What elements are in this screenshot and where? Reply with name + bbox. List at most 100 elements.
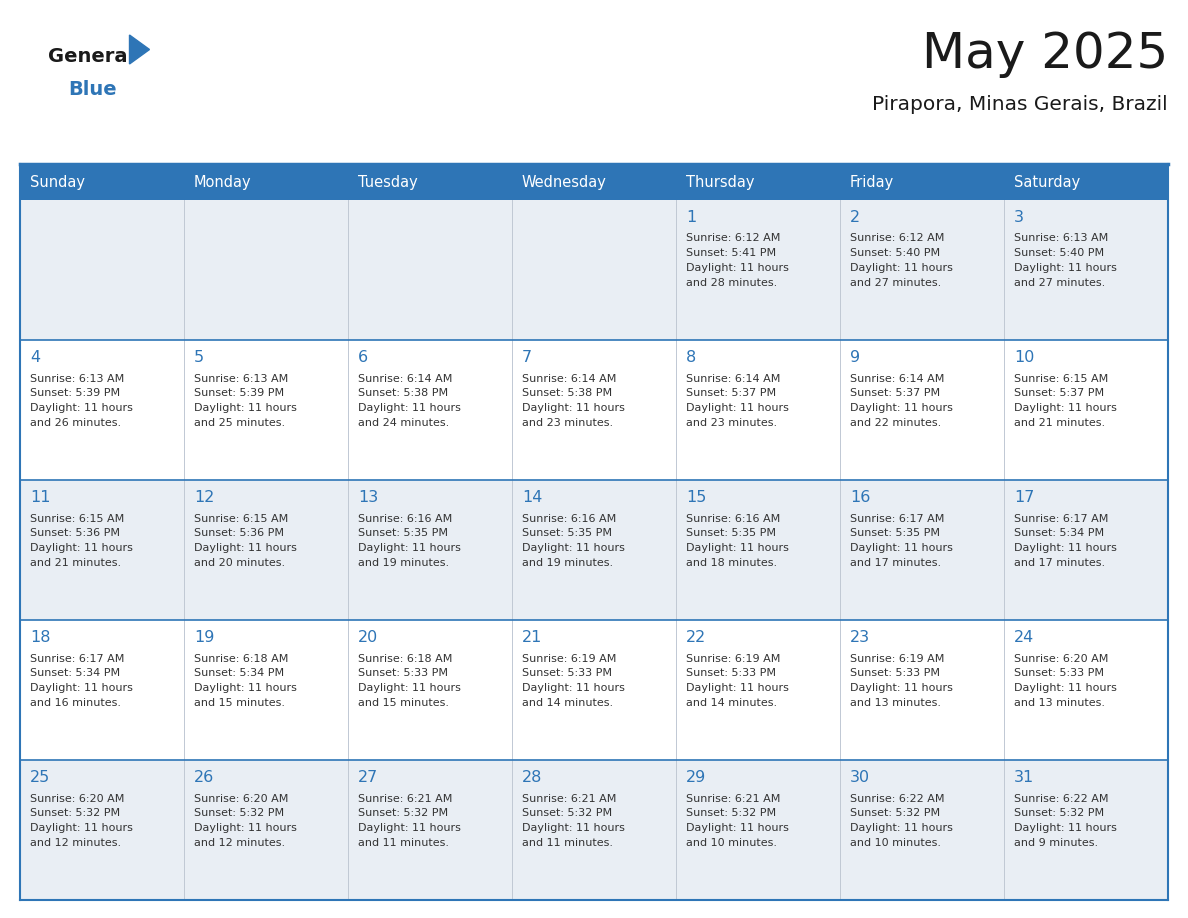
Text: Friday: Friday (849, 174, 895, 189)
Text: 10: 10 (1015, 350, 1035, 365)
Text: Sunrise: 6:13 AM: Sunrise: 6:13 AM (194, 374, 289, 384)
Text: Sunset: 5:33 PM: Sunset: 5:33 PM (522, 668, 612, 678)
Text: Sunrise: 6:22 AM: Sunrise: 6:22 AM (1015, 793, 1108, 803)
Text: and 19 minutes.: and 19 minutes. (522, 558, 613, 568)
Text: and 21 minutes.: and 21 minutes. (1015, 418, 1105, 428)
Text: Sunset: 5:32 PM: Sunset: 5:32 PM (194, 809, 284, 818)
Text: 17: 17 (1015, 490, 1035, 505)
Text: Daylight: 11 hours: Daylight: 11 hours (685, 683, 789, 693)
Text: Sunrise: 6:12 AM: Sunrise: 6:12 AM (849, 233, 944, 243)
Text: and 10 minutes.: and 10 minutes. (685, 838, 777, 848)
Text: Sunrise: 6:13 AM: Sunrise: 6:13 AM (1015, 233, 1108, 243)
Bar (20, 620, 1168, 760)
Text: and 15 minutes.: and 15 minutes. (194, 698, 285, 708)
Text: Sunset: 5:35 PM: Sunset: 5:35 PM (849, 528, 940, 538)
Text: Sunrise: 6:17 AM: Sunrise: 6:17 AM (30, 654, 125, 664)
Text: Daylight: 11 hours: Daylight: 11 hours (194, 683, 297, 693)
Text: Sunrise: 6:15 AM: Sunrise: 6:15 AM (1015, 374, 1108, 384)
Text: Daylight: 11 hours: Daylight: 11 hours (522, 683, 625, 693)
Text: Pirapora, Minas Gerais, Brazil: Pirapora, Minas Gerais, Brazil (872, 95, 1168, 114)
Text: May 2025: May 2025 (922, 30, 1168, 78)
Text: Sunset: 5:33 PM: Sunset: 5:33 PM (685, 668, 776, 678)
Bar (348, 164, 512, 200)
Bar (1004, 164, 1168, 200)
Text: Sunrise: 6:15 AM: Sunrise: 6:15 AM (194, 513, 289, 523)
Text: and 14 minutes.: and 14 minutes. (522, 698, 613, 708)
Text: Sunset: 5:32 PM: Sunset: 5:32 PM (849, 809, 940, 818)
Text: Daylight: 11 hours: Daylight: 11 hours (685, 823, 789, 834)
Polygon shape (129, 35, 150, 64)
Text: Daylight: 11 hours: Daylight: 11 hours (849, 543, 953, 554)
Text: Sunset: 5:37 PM: Sunset: 5:37 PM (849, 388, 940, 398)
Text: Daylight: 11 hours: Daylight: 11 hours (1015, 403, 1117, 413)
Text: Daylight: 11 hours: Daylight: 11 hours (522, 823, 625, 834)
Text: 23: 23 (849, 630, 870, 645)
Text: Daylight: 11 hours: Daylight: 11 hours (1015, 823, 1117, 834)
Text: Sunrise: 6:17 AM: Sunrise: 6:17 AM (1015, 513, 1108, 523)
Text: Sunset: 5:35 PM: Sunset: 5:35 PM (522, 528, 612, 538)
Text: Sunrise: 6:21 AM: Sunrise: 6:21 AM (522, 793, 617, 803)
Text: 1: 1 (685, 210, 696, 225)
Text: Sunrise: 6:20 AM: Sunrise: 6:20 AM (194, 793, 289, 803)
Text: Sunset: 5:39 PM: Sunset: 5:39 PM (30, 388, 120, 398)
Text: Sunset: 5:32 PM: Sunset: 5:32 PM (1015, 809, 1104, 818)
Text: 7: 7 (522, 350, 532, 365)
Text: Sunrise: 6:20 AM: Sunrise: 6:20 AM (30, 793, 125, 803)
Text: 31: 31 (1015, 770, 1035, 785)
Text: Tuesday: Tuesday (358, 174, 418, 189)
Text: Sunday: Sunday (30, 174, 86, 189)
Text: 9: 9 (849, 350, 860, 365)
Text: Saturday: Saturday (1015, 174, 1080, 189)
Text: and 12 minutes.: and 12 minutes. (194, 838, 285, 848)
Text: Daylight: 11 hours: Daylight: 11 hours (358, 823, 461, 834)
Text: Sunset: 5:34 PM: Sunset: 5:34 PM (1015, 528, 1104, 538)
Text: Sunset: 5:33 PM: Sunset: 5:33 PM (849, 668, 940, 678)
Bar (20, 200, 1168, 340)
Text: Sunset: 5:38 PM: Sunset: 5:38 PM (522, 388, 612, 398)
Text: Daylight: 11 hours: Daylight: 11 hours (30, 683, 133, 693)
Text: Sunset: 5:34 PM: Sunset: 5:34 PM (194, 668, 284, 678)
Text: Daylight: 11 hours: Daylight: 11 hours (358, 543, 461, 554)
Text: Daylight: 11 hours: Daylight: 11 hours (358, 683, 461, 693)
Text: Sunset: 5:39 PM: Sunset: 5:39 PM (194, 388, 284, 398)
Text: and 17 minutes.: and 17 minutes. (849, 558, 941, 568)
Text: and 16 minutes.: and 16 minutes. (30, 698, 121, 708)
Bar (20, 760, 1168, 900)
Text: and 25 minutes.: and 25 minutes. (194, 418, 285, 428)
Text: Sunset: 5:32 PM: Sunset: 5:32 PM (358, 809, 448, 818)
Text: and 28 minutes.: and 28 minutes. (685, 278, 777, 288)
Text: Daylight: 11 hours: Daylight: 11 hours (30, 543, 133, 554)
Text: Sunset: 5:36 PM: Sunset: 5:36 PM (30, 528, 120, 538)
Text: 19: 19 (194, 630, 214, 645)
Text: and 23 minutes.: and 23 minutes. (685, 418, 777, 428)
Text: and 23 minutes.: and 23 minutes. (522, 418, 613, 428)
Text: and 24 minutes.: and 24 minutes. (358, 418, 449, 428)
Text: Sunset: 5:40 PM: Sunset: 5:40 PM (849, 248, 940, 258)
Text: Sunset: 5:33 PM: Sunset: 5:33 PM (1015, 668, 1104, 678)
Text: 2: 2 (849, 210, 860, 225)
Text: Sunrise: 6:18 AM: Sunrise: 6:18 AM (358, 654, 453, 664)
Text: Sunrise: 6:19 AM: Sunrise: 6:19 AM (849, 654, 944, 664)
Text: 3: 3 (1015, 210, 1024, 225)
Text: Daylight: 11 hours: Daylight: 11 hours (1015, 543, 1117, 554)
Text: Sunset: 5:32 PM: Sunset: 5:32 PM (522, 809, 612, 818)
Text: Daylight: 11 hours: Daylight: 11 hours (1015, 263, 1117, 273)
Text: 26: 26 (194, 770, 214, 785)
Bar (20, 164, 184, 200)
Text: Sunrise: 6:14 AM: Sunrise: 6:14 AM (358, 374, 453, 384)
Text: and 10 minutes.: and 10 minutes. (849, 838, 941, 848)
Text: Sunrise: 6:12 AM: Sunrise: 6:12 AM (685, 233, 781, 243)
Text: Daylight: 11 hours: Daylight: 11 hours (685, 263, 789, 273)
Text: General: General (48, 47, 134, 66)
Text: Daylight: 11 hours: Daylight: 11 hours (849, 683, 953, 693)
Text: Sunset: 5:38 PM: Sunset: 5:38 PM (358, 388, 448, 398)
Text: Sunset: 5:40 PM: Sunset: 5:40 PM (1015, 248, 1104, 258)
Text: Daylight: 11 hours: Daylight: 11 hours (685, 543, 789, 554)
Text: Daylight: 11 hours: Daylight: 11 hours (849, 403, 953, 413)
Text: Sunrise: 6:17 AM: Sunrise: 6:17 AM (849, 513, 944, 523)
Text: Sunset: 5:34 PM: Sunset: 5:34 PM (30, 668, 120, 678)
Text: 14: 14 (522, 490, 543, 505)
Text: Daylight: 11 hours: Daylight: 11 hours (849, 823, 953, 834)
Text: Sunrise: 6:15 AM: Sunrise: 6:15 AM (30, 513, 125, 523)
Text: Sunset: 5:32 PM: Sunset: 5:32 PM (30, 809, 120, 818)
